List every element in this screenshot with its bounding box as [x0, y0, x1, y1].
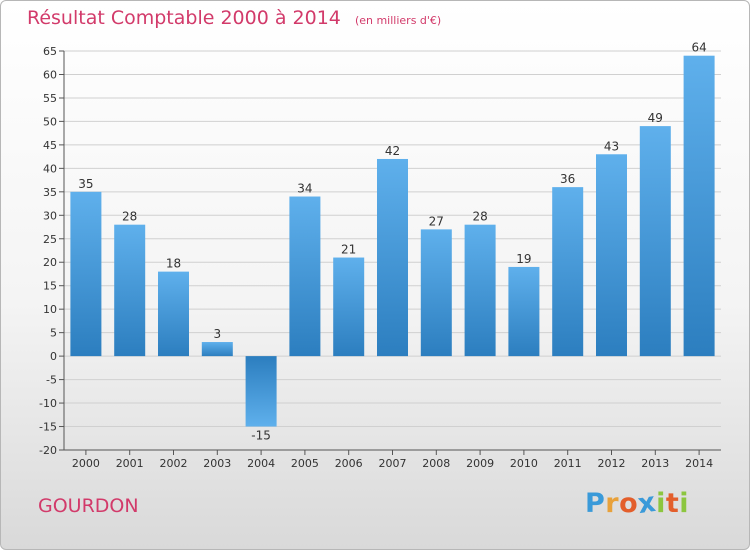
x-tick-label: 2007: [379, 457, 407, 470]
x-tick-label: 2000: [72, 457, 100, 470]
data-label: 19: [516, 252, 531, 266]
data-label: 35: [78, 177, 93, 191]
data-label: 27: [429, 214, 444, 228]
x-tick-label: 2010: [510, 457, 538, 470]
x-tick-label: 2005: [291, 457, 319, 470]
bar: [639, 126, 671, 357]
city-name: GOURDON: [38, 495, 139, 517]
bar: [70, 191, 102, 357]
logo-letter: i: [656, 488, 666, 519]
bar: [289, 196, 321, 357]
y-tick-label: 0: [50, 350, 57, 363]
y-tick-label: 20: [43, 256, 57, 269]
proxiti-logo: Proxiti: [585, 486, 690, 521]
data-label: 36: [560, 172, 575, 186]
bar: [333, 257, 365, 357]
data-label: 42: [385, 144, 400, 158]
x-tick-label: 2003: [203, 457, 231, 470]
x-tick-label: 2011: [554, 457, 582, 470]
x-tick-label: 2002: [160, 457, 188, 470]
data-label: 43: [604, 139, 619, 153]
bar: [464, 224, 496, 357]
logo-letter: P: [585, 488, 606, 519]
y-tick-label: -5: [46, 374, 57, 387]
y-tick-label: -15: [39, 421, 57, 434]
logo-letter: i: [679, 488, 690, 519]
chart-title: Résultat Comptable 2000 à 2014 (en milli…: [27, 7, 441, 29]
x-tick-label: 2006: [335, 457, 363, 470]
data-label: 64: [691, 41, 706, 55]
data-label: 18: [166, 257, 181, 271]
chart-subtitle: (en milliers d'€): [354, 14, 442, 27]
y-tick-label: -20: [39, 444, 57, 457]
x-tick-label: 2014: [685, 457, 713, 470]
y-tick-label: 65: [43, 45, 57, 58]
logo-letter: o: [619, 488, 639, 519]
bar: [552, 187, 584, 357]
bar: [201, 342, 233, 357]
data-label: 28: [472, 210, 487, 224]
x-tick-label: 2001: [116, 457, 144, 470]
y-tick-label: 30: [43, 209, 57, 222]
y-tick-label: 55: [43, 92, 57, 105]
bar: [596, 154, 627, 357]
y-tick-label: 35: [43, 186, 57, 199]
data-label: 21: [341, 243, 356, 257]
x-tick-label: 2009: [466, 457, 494, 470]
y-tick-label: 15: [43, 280, 57, 293]
logo-letter: r: [605, 488, 620, 519]
y-tick-label: 25: [43, 233, 57, 246]
y-tick-label: 45: [43, 139, 57, 152]
x-tick-label: 2013: [641, 457, 669, 470]
logo-letter: t: [665, 488, 680, 519]
bar: [683, 55, 715, 357]
data-label: -15: [251, 429, 271, 443]
bar: [114, 224, 146, 357]
bar: [245, 356, 277, 427]
y-tick-label: -10: [39, 397, 57, 410]
data-label: 34: [297, 182, 312, 196]
y-tick-label: 50: [43, 115, 57, 128]
y-tick-label: 40: [43, 162, 57, 175]
bar: [377, 158, 408, 357]
chart-title-text: Résultat Comptable 2000 à 2014: [27, 7, 341, 29]
bar: [158, 271, 189, 357]
bar: [420, 229, 452, 357]
y-tick-label: 5: [50, 327, 57, 340]
x-tick-label: 2012: [598, 457, 626, 470]
bar: [508, 266, 540, 357]
logo-letter: x: [636, 486, 659, 521]
y-tick-label: 60: [43, 68, 57, 81]
x-tick-label: 2004: [247, 457, 275, 470]
data-label: 3: [213, 327, 221, 341]
data-label: 28: [122, 210, 137, 224]
y-tick-label: 10: [43, 303, 57, 316]
data-label: 49: [648, 111, 663, 125]
x-tick-label: 2008: [422, 457, 450, 470]
